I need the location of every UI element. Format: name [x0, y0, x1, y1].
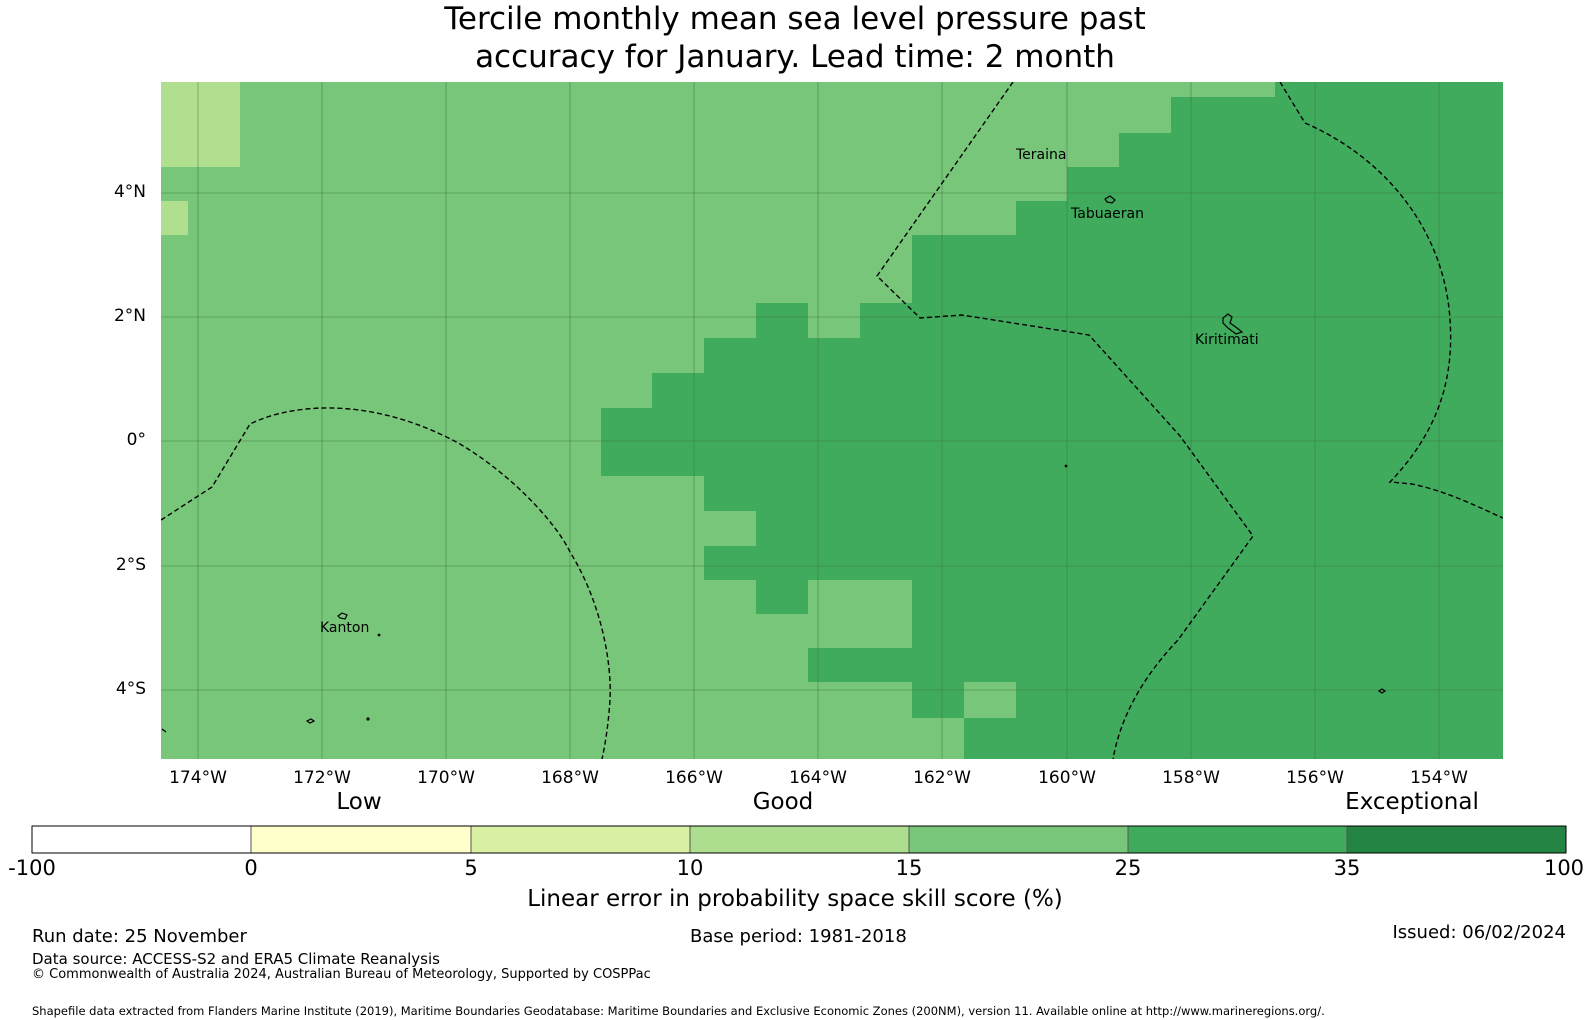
island-kiritimati [1222, 313, 1244, 335]
shapefile-credit: Shapefile data extracted from Flanders M… [32, 1004, 1325, 1018]
island-small [1377, 688, 1387, 694]
colorbar-category-exceptional: Exceptional [1345, 789, 1479, 815]
lat-label: 4°S [115, 679, 146, 699]
colorbar-tick: 35 [1333, 856, 1361, 880]
colorbar-segment [1347, 826, 1566, 853]
lon-label: 170°W [417, 768, 475, 788]
eez-boundaries [161, 82, 1503, 759]
island-small [377, 633, 381, 637]
colorbar-category-low: Low [336, 789, 382, 815]
lon-label: 174°W [169, 768, 227, 788]
map-title-line2: accuracy for January. Lead time: 2 month [475, 39, 1115, 75]
colorbar-segment [251, 826, 471, 853]
map-gridlines [161, 82, 1503, 759]
lon-label: 172°W [293, 768, 351, 788]
copyright: © Commonwealth of Australia 2024, Austra… [32, 967, 651, 982]
lon-label: 156°W [1286, 768, 1344, 788]
base-period: Base period: 1981-2018 [690, 926, 907, 947]
colorbar-category-good: Good [752, 789, 814, 815]
colorbar-tick: 15 [895, 856, 923, 880]
eez-boundary-line-islands [876, 82, 1254, 759]
lat-label: 2°S [115, 555, 146, 575]
lat-label: 2°N [113, 306, 146, 326]
map-title: Tercile monthly mean sea level pressure … [0, 0, 1590, 76]
map-title-line1: Tercile monthly mean sea level pressure … [444, 1, 1146, 37]
colorbar-segment [1128, 826, 1347, 853]
island-small [366, 717, 370, 721]
skill-cell-light [161, 82, 240, 167]
place-label-teraina: Teraina [1016, 147, 1067, 163]
eez-boundary-east [1279, 82, 1503, 519]
lon-label: 160°W [1038, 768, 1096, 788]
eez-boundary-kanton [161, 407, 611, 759]
lon-label: 168°W [541, 768, 599, 788]
run-date: Run date: 25 November [32, 926, 247, 947]
map-area [161, 82, 1503, 759]
colorbar-segment [471, 826, 690, 853]
colorbar-segment [690, 826, 909, 853]
skill-cell-light [161, 201, 188, 235]
colorbar-tick: 25 [1114, 856, 1142, 880]
place-label-tabuaeran: Tabuaeran [1071, 206, 1144, 222]
colorbar-tick: 100 [1543, 856, 1585, 880]
colorbar-tick: 0 [244, 856, 258, 880]
data-source: Data source: ACCESS-S2 and ERA5 Climate … [32, 950, 440, 968]
islands [161, 195, 1387, 733]
colorbar-tick: 10 [676, 856, 704, 880]
place-label-kanton: Kanton [320, 620, 370, 636]
skill-cell-mid [1016, 82, 1067, 201]
colorbar-dividers [250, 826, 1348, 853]
skill-region-dark [601, 82, 1503, 759]
island-kanton [337, 612, 348, 620]
lon-label: 162°W [913, 768, 971, 788]
skill-cell-mid [808, 580, 912, 648]
colorbar-segment [909, 826, 1128, 853]
lat-label: 4°N [113, 182, 146, 202]
skill-cell-mid [964, 682, 1016, 718]
lat-label: 0° [126, 430, 146, 450]
colorbar-outline [31, 825, 1567, 854]
issued-date: Issued: 06/02/2024 [1392, 922, 1566, 943]
colorbar-tick: -100 [8, 856, 56, 880]
island-small [161, 728, 167, 733]
island-tabuaeran [1104, 195, 1116, 204]
colorbar-label: Linear error in probability space skill … [527, 886, 1063, 912]
place-label-kiritimati: Kiritimati [1195, 332, 1259, 348]
colorbar [31, 825, 1567, 854]
island-small [1064, 464, 1068, 468]
island-small [305, 718, 316, 724]
lon-label: 164°W [789, 768, 847, 788]
lon-label: 158°W [1162, 768, 1220, 788]
lon-label: 154°W [1410, 768, 1468, 788]
colorbar-tick: 5 [464, 856, 478, 880]
lon-label: 166°W [665, 768, 723, 788]
colorbar-segment [32, 826, 251, 853]
